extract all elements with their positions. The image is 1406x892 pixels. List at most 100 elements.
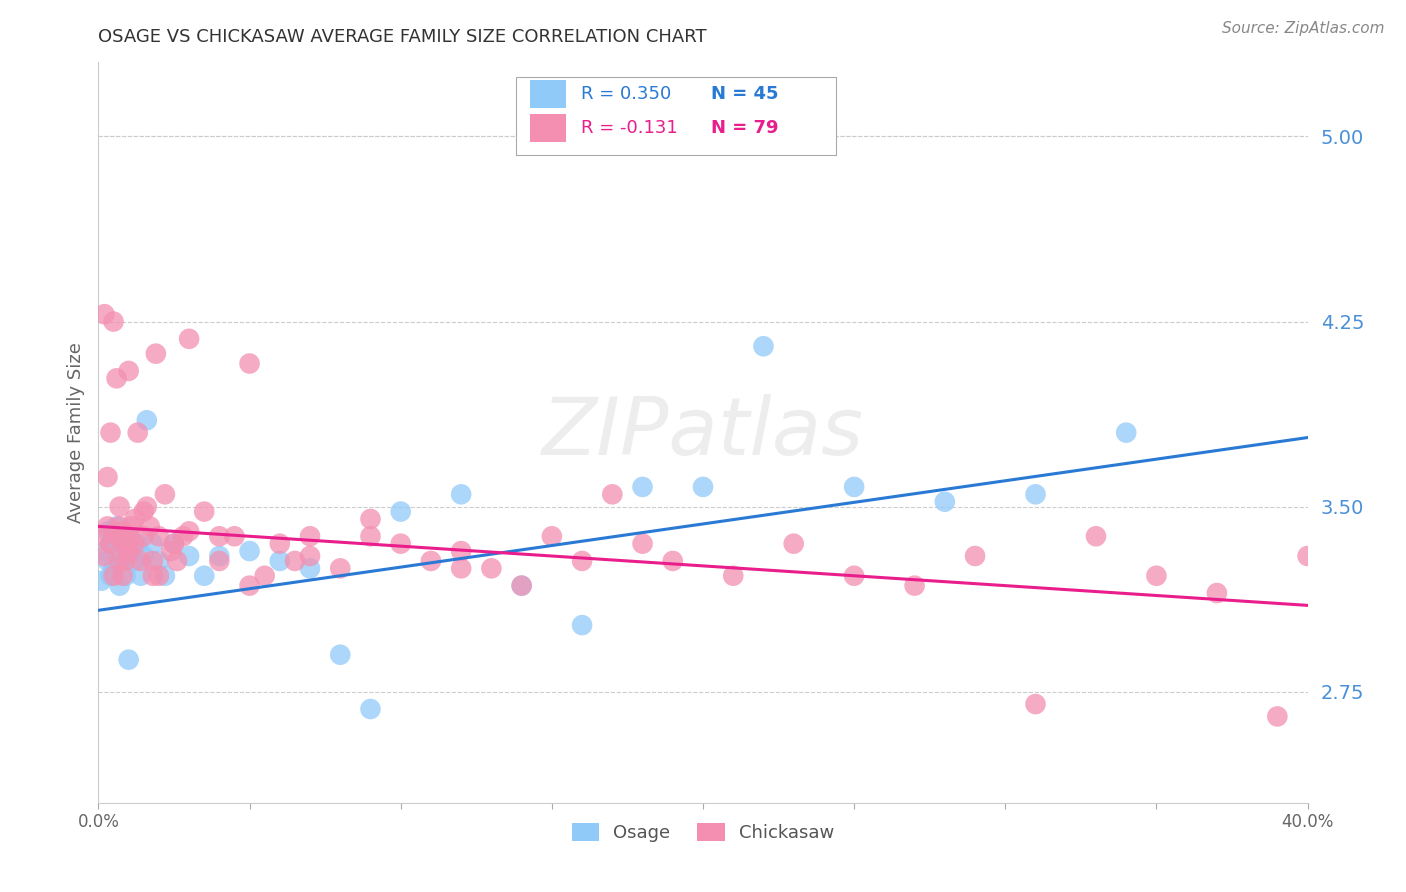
Text: ZIPatlas: ZIPatlas xyxy=(541,393,865,472)
Point xyxy=(118,529,141,543)
Point xyxy=(124,554,146,568)
Point xyxy=(160,544,183,558)
Point xyxy=(111,568,134,582)
Point xyxy=(844,568,866,582)
Point xyxy=(1144,568,1167,582)
Point xyxy=(132,529,155,543)
Point xyxy=(450,487,472,501)
Point xyxy=(148,529,170,543)
Point xyxy=(90,529,112,543)
Point xyxy=(163,537,186,551)
Point xyxy=(129,568,152,582)
Point xyxy=(121,544,143,558)
Point xyxy=(93,549,115,563)
Point xyxy=(208,554,231,568)
Point xyxy=(105,371,128,385)
Point xyxy=(571,618,593,632)
Point xyxy=(904,579,927,593)
Point xyxy=(135,413,157,427)
Text: N = 45: N = 45 xyxy=(711,86,779,103)
Point xyxy=(93,307,115,321)
Point xyxy=(111,537,134,551)
Point xyxy=(105,529,128,543)
Point xyxy=(934,494,956,508)
Point xyxy=(1024,697,1046,711)
Point xyxy=(329,561,352,575)
Point xyxy=(299,561,322,575)
Point xyxy=(96,524,118,539)
Point xyxy=(360,702,382,716)
Point xyxy=(142,554,165,568)
Point xyxy=(127,537,149,551)
Point xyxy=(1296,549,1319,563)
Point xyxy=(111,537,134,551)
Point xyxy=(93,544,115,558)
Point xyxy=(121,519,143,533)
Point xyxy=(179,524,201,539)
Point xyxy=(132,505,155,519)
Point xyxy=(208,549,231,563)
Point xyxy=(193,568,215,582)
Point xyxy=(179,332,201,346)
Point xyxy=(661,554,683,568)
Point xyxy=(108,554,131,568)
Text: OSAGE VS CHICKASAW AVERAGE FAMILY SIZE CORRELATION CHART: OSAGE VS CHICKASAW AVERAGE FAMILY SIZE C… xyxy=(98,28,707,45)
Point xyxy=(111,554,134,568)
Point xyxy=(108,500,131,514)
Point xyxy=(193,505,215,519)
Point xyxy=(239,544,262,558)
Point xyxy=(90,574,112,588)
Point xyxy=(105,519,128,533)
Point xyxy=(132,549,155,563)
Text: R = 0.350: R = 0.350 xyxy=(581,86,671,103)
Point xyxy=(103,315,125,329)
Point xyxy=(108,519,131,533)
Point xyxy=(179,549,201,563)
Point xyxy=(1115,425,1137,440)
Legend: Osage, Chickasaw: Osage, Chickasaw xyxy=(565,815,841,849)
FancyBboxPatch shape xyxy=(530,113,567,142)
Point xyxy=(114,554,136,568)
Point xyxy=(1024,487,1046,501)
Point xyxy=(510,579,533,593)
Point xyxy=(253,568,276,582)
Point xyxy=(450,544,472,558)
Point xyxy=(224,529,246,543)
Point xyxy=(360,512,382,526)
Point xyxy=(299,529,322,543)
Point xyxy=(389,505,412,519)
Point xyxy=(1267,709,1289,723)
Point xyxy=(153,487,176,501)
Point xyxy=(208,529,231,543)
Point xyxy=(540,529,562,543)
Point xyxy=(752,339,775,353)
Point xyxy=(142,568,165,582)
Point xyxy=(145,346,167,360)
Point xyxy=(360,529,382,543)
Point xyxy=(142,537,165,551)
Point xyxy=(139,519,162,533)
Point xyxy=(284,554,307,568)
Text: R = -0.131: R = -0.131 xyxy=(581,119,678,136)
Point xyxy=(631,537,654,551)
Point xyxy=(118,653,141,667)
Point xyxy=(100,568,122,582)
Point xyxy=(108,579,131,593)
Point xyxy=(329,648,352,662)
Text: N = 79: N = 79 xyxy=(711,119,779,136)
FancyBboxPatch shape xyxy=(530,80,567,108)
Point xyxy=(135,500,157,514)
Y-axis label: Average Family Size: Average Family Size xyxy=(66,343,84,523)
Point xyxy=(269,537,291,551)
Point xyxy=(100,537,122,551)
Point xyxy=(148,568,170,582)
Point xyxy=(114,529,136,543)
Point xyxy=(103,568,125,582)
Point xyxy=(103,561,125,575)
Point xyxy=(172,529,194,543)
Point xyxy=(692,480,714,494)
Point xyxy=(166,554,188,568)
Point xyxy=(844,480,866,494)
Point xyxy=(114,568,136,582)
Point xyxy=(127,425,149,440)
